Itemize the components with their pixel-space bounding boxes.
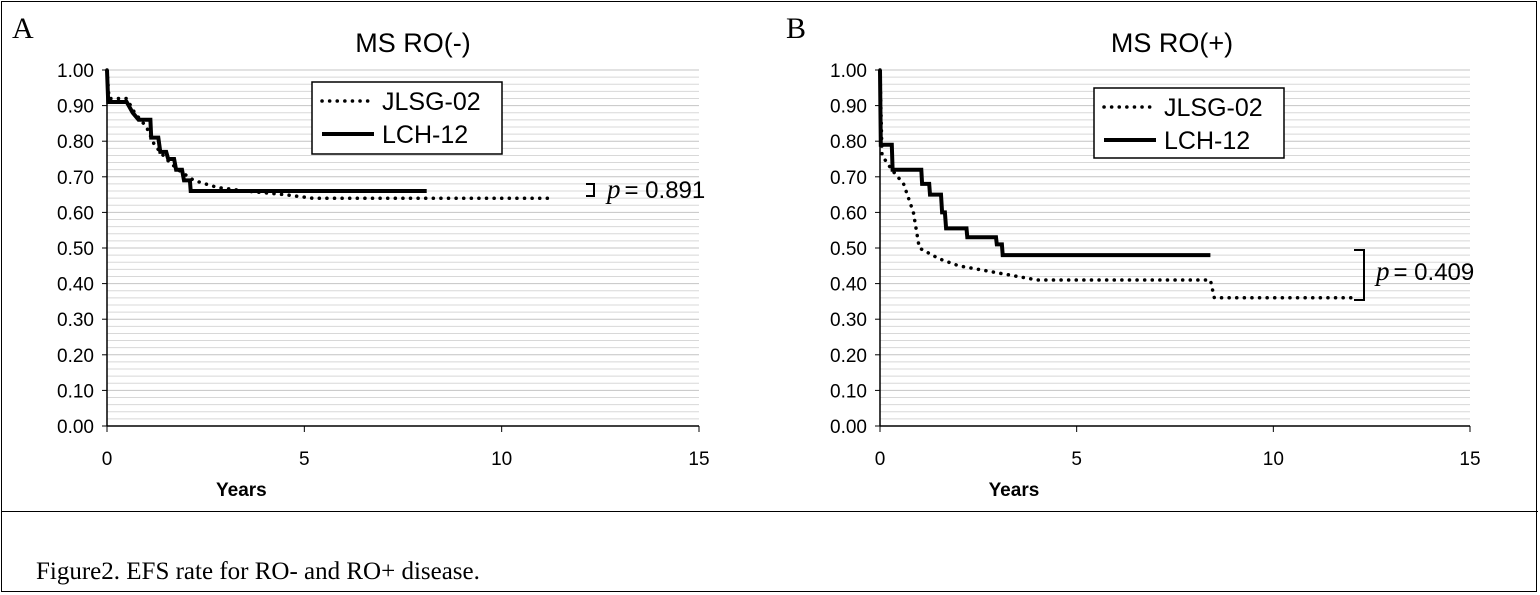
panel-b-y-tick-label: 0.00 (830, 417, 867, 438)
panel-b-series-lch-12 (878, 69, 1211, 258)
panel-a: A MS RO(-) 0.00 0.10 0.20 0.30 0.40 0.50 0.60 0.… (2, 2, 772, 510)
panel-a-letter: A (12, 12, 34, 45)
panel-b-y-tick-label: 0.80 (830, 132, 867, 153)
panel-a-y-tick-label: 0.60 (57, 203, 94, 224)
panel-b-x-tick-label: 15 (1459, 449, 1480, 470)
panel-b-x-tick-label: 0 (875, 449, 886, 470)
panel-b-legend: JLSG-02 LCH-12 (1093, 87, 1285, 159)
panel-b-y-tick-label: 0.70 (830, 168, 867, 189)
panel-a-y-tick-label: 0.30 (57, 310, 94, 331)
panel-b-p-value-number: = 0.409 (1394, 259, 1475, 286)
panel-a-y-tick-label: 0.40 (57, 275, 94, 296)
panel-a-legend-box (311, 81, 503, 155)
panel-b-title: MS RO(+) (1111, 28, 1233, 58)
panel-a-p-value: p = 0.891 (605, 174, 705, 204)
panel-b-y-tick-label: 0.40 (830, 275, 867, 296)
panel-a-p-value-number: = 0.891 (625, 177, 706, 204)
panel-b-p-value-symbol: p (1374, 256, 1390, 286)
panel-b-y-tick-label: 0.30 (830, 310, 867, 331)
panel-a-title: MS RO(-) (355, 28, 470, 58)
panel-b-y-tick-label: 0.10 (830, 381, 867, 402)
panel-b-x-tick-label: 5 (1071, 449, 1082, 470)
panel-a-y-tick-label: 0.50 (57, 239, 94, 260)
panel-a-y-tick-label: 0.10 (57, 381, 94, 402)
panel-a-legend-label-lch-12: LCH-12 (382, 121, 468, 149)
panel-a-series-lch-12 (105, 69, 427, 193)
panel-a-x-tick-label: 5 (299, 449, 310, 470)
charts-row: A MS RO(-) 0.00 0.10 0.20 0.30 0.40 0.50 0.60 0.… (2, 2, 1538, 512)
panel-a-y-tick-label: 0.70 (57, 168, 94, 189)
panel-a-y-tick-label: 0.00 (57, 417, 94, 438)
panel-a-x-tick-label: 0 (102, 449, 113, 470)
panel-b-x-axis-label: Years (989, 480, 1040, 501)
panel-b-y-tick-label: 1.00 (830, 61, 867, 82)
panel-b-legend-label-jlsg-02: JLSG-02 (1164, 94, 1263, 122)
panel-a-y-tick-label: 0.80 (57, 132, 94, 153)
panel-b-letter: B (786, 12, 807, 45)
panel-a-x-axis-label: Years (216, 480, 267, 501)
panel-a-y-tick-label: 0.90 (57, 97, 94, 118)
panel-b-p-bracket (1354, 249, 1365, 301)
panel-b-chart: MS RO(+) 0.00 0.10 0.20 0.30 0.40 0.50 0.60 0.70… (830, 28, 1481, 501)
panel-a-chart: MS RO(-) 0.00 0.10 0.20 0.30 0.40 0.50 0.60 0.70… (57, 28, 710, 501)
panel-a-x-tick-label: 15 (688, 449, 709, 470)
panel-a-legend: JLSG-02 LCH-12 (311, 81, 503, 155)
panel-b-y-tick-label: 0.20 (830, 346, 867, 367)
panel-a-p-bracket (586, 183, 595, 197)
panel-b-y-tick-label: 0.50 (830, 239, 867, 260)
panel-b-p-value: p = 0.409 (1374, 256, 1474, 286)
panel-b-y-tick-label: 0.60 (830, 203, 867, 224)
panel-b-legend-box (1093, 87, 1285, 159)
panel-a-y-tick-label: 0.20 (57, 346, 94, 367)
panel-a-y-tick-label: 1.00 (57, 61, 94, 82)
panel-a-legend-label-jlsg-02: JLSG-02 (382, 88, 481, 116)
panel-b-x-tick-label: 10 (1263, 449, 1284, 470)
panel-b: B MS RO(+) 0.00 0.10 0.20 0.30 0.40 0.50 0.60 0.… (772, 2, 1538, 510)
panel-b-y-tick-label: 0.90 (830, 97, 867, 118)
figure-caption: Figure2. EFS rate for RO- and RO+ diseas… (36, 558, 480, 585)
panel-b-legend-label-lch-12: LCH-12 (1164, 127, 1250, 155)
panel-a-x-tick-label: 10 (491, 449, 512, 470)
panel-a-gridlines (107, 69, 699, 420)
panel-a-p-value-symbol: p (605, 174, 621, 204)
